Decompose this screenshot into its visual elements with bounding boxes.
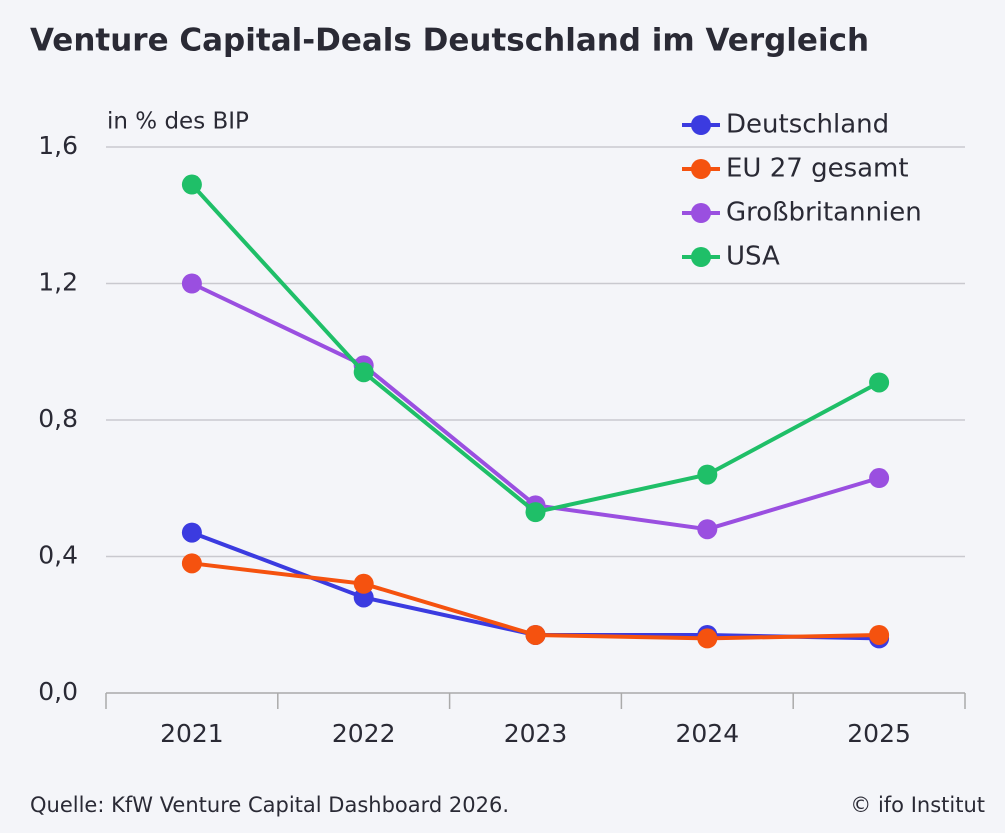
y-tick-label: 0,0 xyxy=(38,677,78,706)
source: Quelle: KfW Venture Capital Dashboard 20… xyxy=(30,793,509,817)
data-point xyxy=(869,468,890,489)
data-point xyxy=(869,624,890,645)
legend-marker xyxy=(691,203,711,223)
data-point xyxy=(181,553,202,574)
legend-label: Großbritannien xyxy=(726,198,922,228)
data-point xyxy=(525,502,546,523)
x-tick-label: 2023 xyxy=(504,719,568,748)
credit: © ifo Institut xyxy=(850,793,985,817)
data-point xyxy=(697,628,718,649)
legend-label: EU 27 gesamt xyxy=(726,154,909,184)
y-tick-label: 1,6 xyxy=(38,131,78,160)
data-point xyxy=(181,273,202,294)
data-point xyxy=(697,464,718,485)
x-tick-label: 2021 xyxy=(160,719,224,748)
data-point xyxy=(353,573,374,594)
y-tick-label: 1,2 xyxy=(38,268,78,297)
data-point xyxy=(869,372,890,393)
legend-marker xyxy=(691,159,711,179)
legend-marker xyxy=(691,115,711,135)
y-axis-label: in % des BIP xyxy=(107,109,249,135)
legend-label: Deutschland xyxy=(726,110,889,140)
y-tick-label: 0,8 xyxy=(38,404,78,433)
x-tick-label: 2025 xyxy=(847,719,911,748)
y-tick-label: 0,4 xyxy=(38,541,78,570)
data-point xyxy=(697,519,718,540)
legend-label: USA xyxy=(726,242,780,272)
data-point xyxy=(525,624,546,645)
x-tick-label: 2022 xyxy=(332,719,396,748)
legend-marker xyxy=(691,247,711,267)
chart-title: Venture Capital-Deals Deutschland im Ver… xyxy=(30,23,869,59)
x-tick-label: 2024 xyxy=(675,719,739,748)
data-point xyxy=(353,362,374,383)
data-point xyxy=(181,522,202,543)
data-point xyxy=(181,174,202,195)
